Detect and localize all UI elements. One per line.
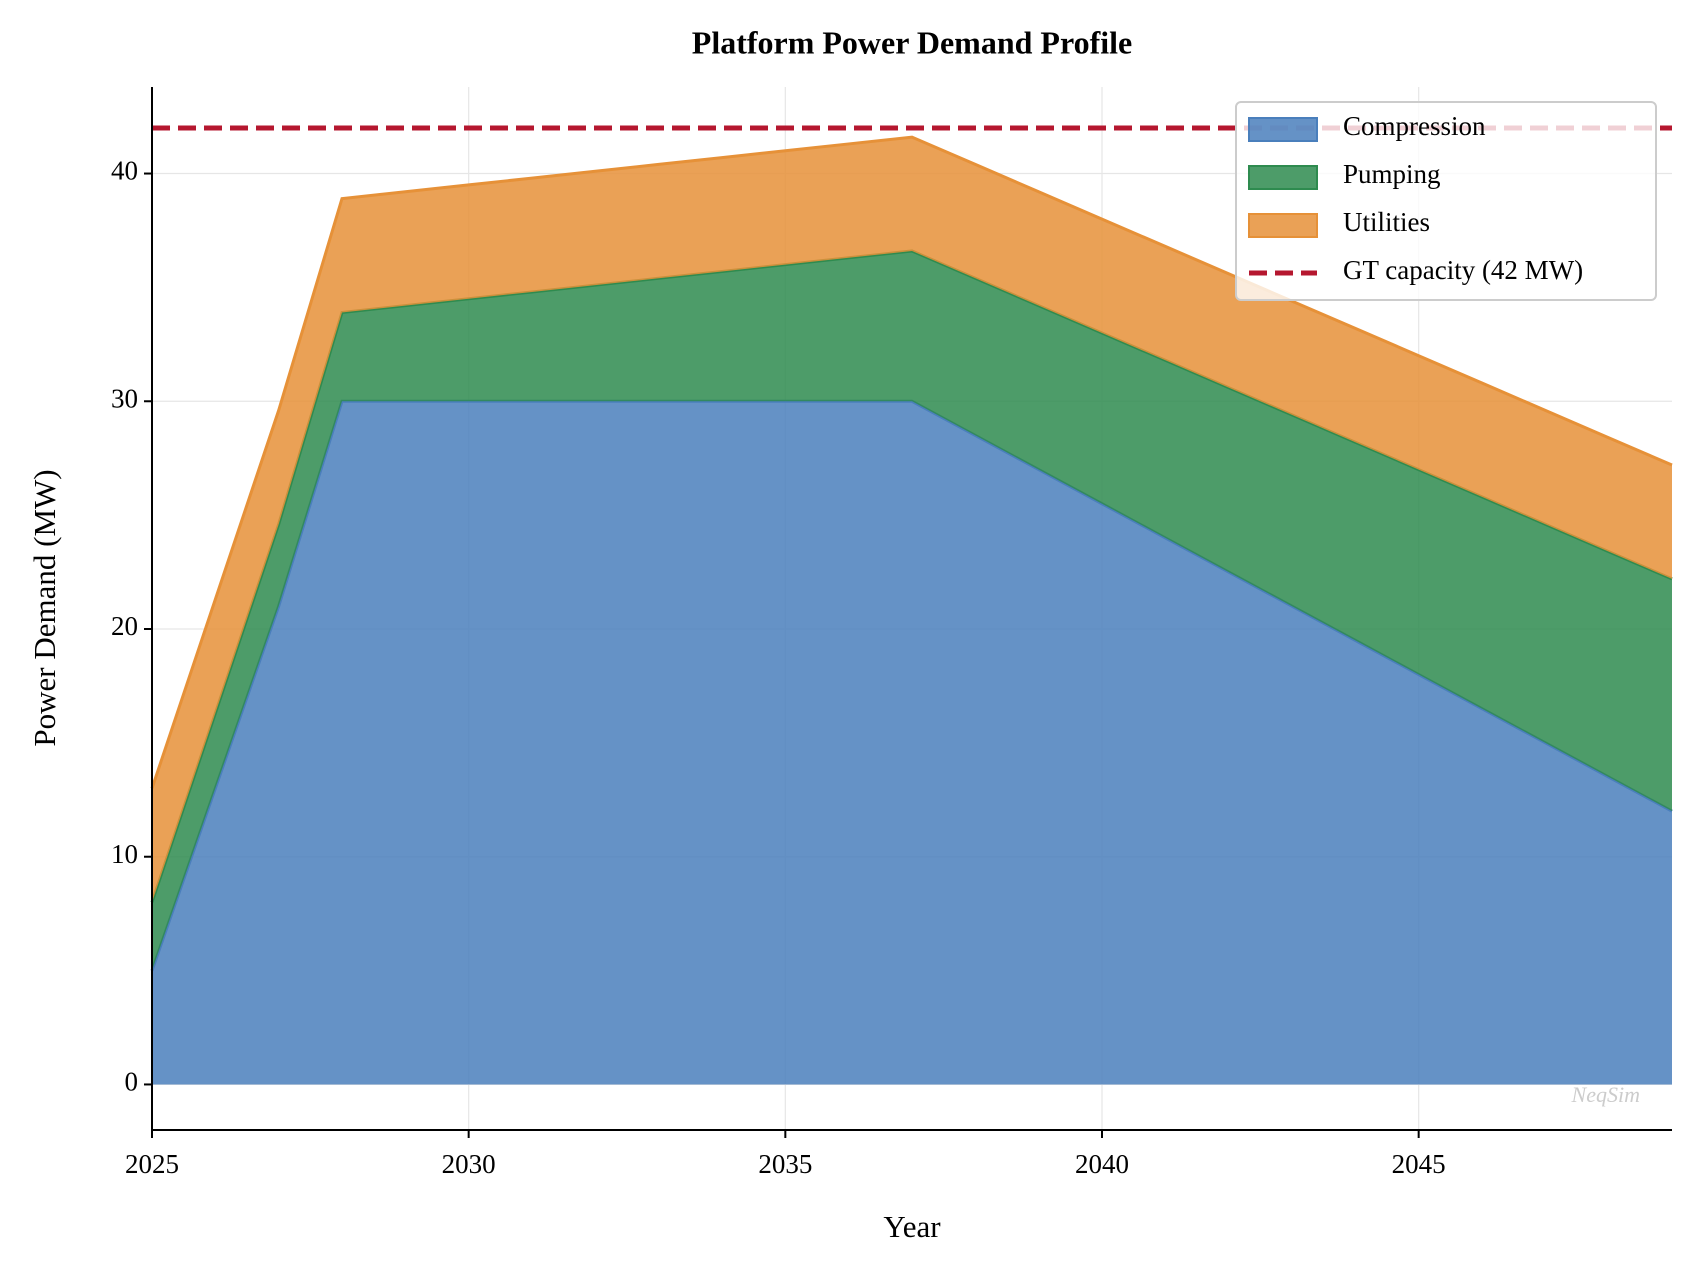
chart-title: Platform Power Demand Profile — [692, 24, 1132, 60]
x-tick-label: 2040 — [1075, 1149, 1129, 1179]
legend-swatch — [1248, 117, 1318, 142]
legend-swatch — [1248, 213, 1318, 238]
legend-label: Compression — [1343, 111, 1486, 141]
y-tick-label: 40 — [111, 156, 138, 186]
legend-label: GT capacity (42 MW) — [1343, 255, 1583, 285]
legend-label: Utilities — [1343, 207, 1430, 237]
watermark: NeqSim — [1571, 1082, 1640, 1107]
x-tick-label: 2030 — [442, 1149, 496, 1179]
area-fill — [152, 137, 1672, 903]
area-line — [150, 135, 1673, 789]
y-tick-label: 0 — [125, 1067, 139, 1097]
y-tick-label: 10 — [111, 839, 138, 869]
y-tick-label: 20 — [111, 611, 138, 641]
legend-label: Pumping — [1343, 159, 1441, 189]
x-tick-label: 2025 — [125, 1149, 179, 1179]
y-tick-label: 30 — [111, 383, 138, 413]
area-fill — [152, 401, 1672, 1085]
area-fill — [152, 250, 1672, 971]
legend-swatch — [1248, 165, 1318, 190]
y-axis-label: Power Demand (MW) — [27, 469, 62, 746]
x-axis-label: Year — [883, 1209, 941, 1244]
x-tick-label: 2035 — [758, 1149, 812, 1179]
legend-box — [1235, 101, 1657, 301]
x-tick-label: 2045 — [1392, 1149, 1446, 1179]
